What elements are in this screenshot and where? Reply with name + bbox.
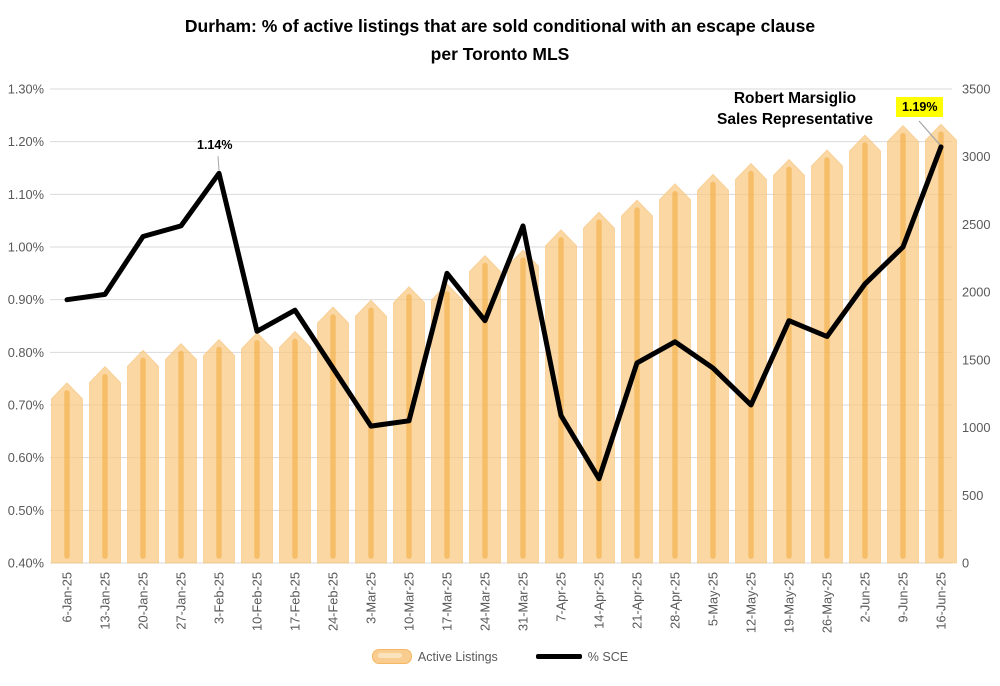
left-axis-tick: 1.30% [8,82,44,97]
x-axis-label: 7-Apr-25 [554,572,569,622]
watermark: Robert Marsiglio Sales Representative [640,88,950,130]
x-axis-label: 9-Jun-25 [896,572,911,623]
x-axis-label: 3-Feb-25 [212,572,227,624]
legend-item-sce: % SCE [535,649,629,664]
left-axis-tick: 0.90% [8,292,44,307]
x-axis-label: 12-May-25 [744,572,759,633]
x-axis-label: 17-Feb-25 [288,572,303,631]
right-axis-tick: 0 [962,556,969,571]
legend-item-active-listings: Active Listings [371,649,498,664]
legend-label-active-listings: Active Listings [417,649,498,664]
x-axis-label: 27-Jan-25 [174,572,189,630]
data-label-peak: 1.14% [197,138,233,153]
data-label-latest: 1.19% [896,97,944,117]
x-axis-label: 5-May-25 [706,572,721,626]
x-axis-label: 13-Jan-25 [98,572,113,630]
leader-line [217,156,220,171]
legend-label-sce: % SCE [587,649,629,664]
x-axis-label: 21-Apr-25 [630,572,645,629]
x-axis-label: 28-Apr-25 [668,572,683,629]
chart-title: Durham: % of active listings that are so… [0,12,1000,68]
leader-line [918,120,941,146]
x-axis-label: 20-Jan-25 [136,572,151,630]
x-axis-label: 19-May-25 [782,572,797,633]
left-axis-tick: 0.60% [8,450,44,465]
watermark-role: Sales Representative [717,111,873,128]
x-axis-label: 24-Mar-25 [478,572,493,631]
x-axis-label: 10-Mar-25 [402,572,417,631]
chart-title-line1: Durham: % of active listings that are so… [184,16,816,36]
left-axis-tick: 1.20% [8,134,44,149]
line-series-swatch [535,654,582,659]
x-axis-label: 24-Feb-25 [326,572,341,631]
left-axis-tick: 0.70% [8,398,44,413]
legend: Active Listings % SCE [0,649,1000,664]
right-axis-tick: 1500 [962,352,990,367]
x-axis-label: 14-Apr-25 [592,572,607,629]
x-axis-label: 17-Mar-25 [440,572,455,631]
chart-title-line2: per Toronto MLS [430,44,570,64]
sce-line [64,144,944,482]
left-axis-tick: 0.80% [8,345,44,360]
left-axis-tick: 0.40% [8,556,44,571]
right-axis-tick: 3000 [962,149,990,164]
left-axis-tick: 1.10% [8,187,44,202]
x-axis-label: 26-May-25 [820,572,835,633]
bar-series-swatch [371,649,412,664]
x-axis-label: 31-Mar-25 [516,572,531,631]
right-axis-tick: 3500 [962,82,990,97]
right-axis-tick: 2500 [962,217,990,232]
x-axis-label: 6-Jan-25 [60,572,75,623]
x-axis-label: 3-Mar-25 [364,572,379,624]
right-axis-tick: 2000 [962,285,990,300]
right-axis-tick: 1000 [962,420,990,435]
watermark-name: Robert Marsiglio [733,90,857,107]
left-axis-tick: 0.50% [8,503,44,518]
right-axis-tick: 500 [962,488,983,503]
x-axis-label: 10-Feb-25 [250,572,265,631]
x-axis-label: 16-Jun-25 [934,572,949,630]
left-axis-tick: 1.00% [8,240,44,255]
x-axis-label: 2-Jun-25 [858,572,873,623]
